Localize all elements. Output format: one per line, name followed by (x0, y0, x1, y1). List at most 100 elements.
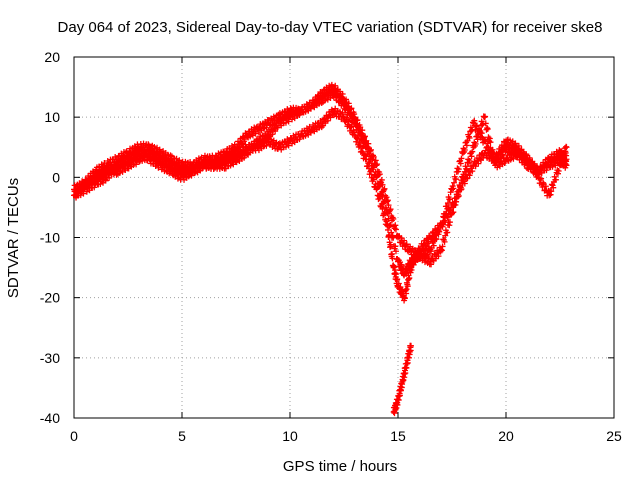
data-point (404, 283, 411, 290)
x-tick-label: 10 (282, 428, 298, 444)
data-point (523, 155, 530, 162)
data-point (376, 195, 383, 202)
data-point (220, 155, 227, 162)
data-point (563, 144, 570, 151)
data-point (311, 102, 318, 109)
data-point (373, 162, 380, 169)
data-point (461, 180, 468, 187)
data-point (428, 261, 435, 268)
data-point (401, 237, 408, 244)
data-point (435, 253, 442, 260)
data-point (497, 150, 504, 157)
data-point (547, 191, 554, 198)
data-point (282, 119, 289, 126)
data-point (272, 128, 279, 135)
data-point (365, 140, 372, 147)
data-point (274, 124, 281, 131)
data-point (458, 155, 465, 162)
data-point (469, 168, 476, 175)
data-point (379, 181, 386, 188)
data-point (486, 135, 493, 142)
data-point (392, 226, 399, 233)
data-point (376, 171, 383, 178)
data-point (365, 160, 372, 167)
data-point (367, 148, 374, 155)
data-point (347, 124, 354, 131)
data-point (482, 113, 489, 120)
data-point (442, 219, 449, 226)
data-point (252, 130, 259, 137)
data-point (457, 186, 464, 193)
data-point (389, 255, 396, 262)
data-point (454, 165, 461, 172)
data-point (474, 136, 481, 143)
data-point (322, 91, 329, 98)
data-point (453, 198, 460, 205)
data-point (263, 142, 270, 149)
data-point (383, 194, 390, 201)
data-point (407, 342, 414, 349)
data-point (461, 146, 468, 153)
data-point (384, 221, 391, 228)
data-point (538, 175, 545, 182)
data-point (430, 242, 437, 249)
data-point (484, 125, 491, 132)
x-axis-label: GPS time / hours (283, 458, 397, 475)
data-point (361, 152, 368, 159)
data-point (322, 97, 329, 104)
data-point (393, 271, 400, 278)
data-point (402, 370, 409, 377)
data-point (380, 211, 387, 218)
data-point (263, 124, 270, 131)
data-point (359, 127, 366, 134)
data-point (363, 156, 370, 163)
data-point (428, 248, 435, 255)
data-point (463, 142, 470, 149)
data-point (458, 186, 465, 193)
data-point (361, 151, 368, 158)
data-point (373, 186, 380, 193)
data-point (285, 142, 292, 149)
data-point (466, 135, 473, 142)
data-point (466, 157, 473, 164)
data-point (332, 82, 339, 89)
data-point (392, 405, 399, 412)
x-tick-label: 20 (498, 428, 514, 444)
data-point (370, 176, 377, 183)
data-point (386, 207, 393, 214)
data-point (439, 223, 446, 230)
data-point (282, 143, 289, 150)
data-point (552, 176, 559, 183)
data-point (404, 359, 411, 366)
data-point (230, 155, 237, 162)
data-point (230, 161, 237, 168)
data-point (471, 117, 478, 124)
data-point (414, 254, 421, 261)
data-point (381, 185, 388, 192)
data-point (419, 246, 426, 253)
data-point (359, 145, 366, 152)
data-point (512, 140, 519, 147)
data-point (289, 140, 296, 147)
data-point (408, 267, 415, 274)
data-point (482, 120, 489, 127)
axis-ticks: 0 5 10 15 20 25 -40 -30 -20 -10 0 10 20 (40, 49, 622, 444)
data-point (549, 163, 556, 170)
data-point (451, 179, 458, 186)
data-point (548, 188, 555, 195)
data-point (345, 100, 352, 107)
data-point (554, 170, 561, 177)
data-point (387, 206, 394, 213)
y-tick-label: 10 (44, 109, 60, 125)
data-point (436, 228, 443, 235)
data-point (106, 174, 113, 181)
grid (74, 57, 614, 418)
data-points (71, 81, 570, 417)
data-point (439, 243, 446, 250)
data-point (287, 105, 294, 112)
data-point (534, 170, 541, 177)
data-point (327, 114, 334, 121)
data-point (403, 242, 410, 249)
data-point (397, 387, 404, 394)
data-point (400, 377, 407, 384)
